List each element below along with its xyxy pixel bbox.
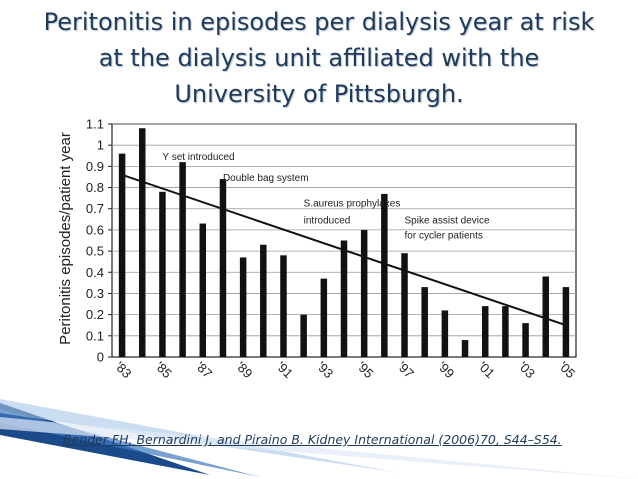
bar-1989: [239, 257, 247, 357]
bar-1994: [340, 240, 348, 357]
y-tick-label: 0.5: [86, 244, 104, 259]
y-tick-label: 1: [97, 138, 104, 153]
bar-2002: [502, 306, 509, 357]
x-tick-label: '01: [475, 359, 498, 382]
bar-1991: [280, 255, 287, 357]
chart-annotation: Double bag system: [223, 173, 309, 184]
bar-2003: [522, 323, 529, 357]
chart-annotation: S.aureus prophylaxes: [304, 199, 401, 210]
y-tick-label: 0.9: [86, 159, 104, 174]
chart-annotation: for cycler patients: [405, 230, 483, 241]
x-tick-label: '91: [273, 359, 296, 382]
x-tick-label: '95: [354, 359, 377, 382]
y-tick-label: 0.2: [86, 307, 104, 322]
decorative-swoosh: [0, 399, 638, 479]
title-line-1: Peritonitis in episodes per dialysis yea…: [43, 8, 595, 36]
x-tick-label: '93: [314, 359, 337, 382]
chart-annotation: Y set introduced: [162, 152, 234, 163]
bar-1983: [118, 153, 126, 357]
title-line-2: at the dialysis unit affiliated with the: [98, 44, 540, 72]
y-tick-label: 0.7: [86, 201, 104, 216]
bar-2000: [461, 340, 469, 357]
bar-1992: [300, 314, 307, 357]
citation: Bender FH, Bernardini J, and Piraino B. …: [63, 432, 562, 447]
x-tick-label: '85: [152, 359, 175, 382]
slide-title: Peritonitis in episodes per dialysis yea…: [0, 4, 638, 112]
bar-2001: [481, 306, 489, 357]
bar-1995: [360, 229, 368, 357]
y-tick-label: 0.3: [86, 286, 104, 301]
bar-1985: [159, 191, 166, 357]
chart-annotation: Spike assist device: [405, 216, 490, 227]
title-line-3: University of Pittsburgh.: [174, 80, 464, 108]
bar-1987: [199, 223, 207, 357]
x-tick-label: '87: [193, 359, 216, 382]
bar-1997: [401, 253, 408, 357]
bar-1996: [381, 193, 388, 357]
trend-line: [121, 173, 567, 327]
y-tick-label: 0.1: [86, 328, 104, 343]
x-tick-label: '89: [233, 359, 256, 382]
bar-1988: [219, 179, 227, 357]
y-tick-label: 0.8: [86, 180, 104, 195]
chart-annotation: introduced: [304, 216, 351, 227]
peritonitis-bar-chart: 0 0.1 0.2 0.3 0.4 0.5 0.6 0.7 0.8 0.9 1 1.1 Peritoni…: [57, 117, 579, 382]
x-tick-label: '83: [112, 359, 135, 382]
bar-2004: [542, 276, 549, 357]
x-tick-label: '99: [435, 359, 458, 382]
bar-1993: [320, 278, 328, 357]
bar-1986: [179, 162, 186, 357]
y-axis-label: Peritonitis episodes/patient year: [57, 132, 74, 345]
bar-1984: [139, 128, 146, 357]
y-tick-label: 0: [97, 350, 104, 365]
y-tick-label: 0.4: [86, 265, 104, 280]
bar-1998: [421, 287, 428, 357]
bar-2005: [562, 287, 570, 357]
bar-1990: [260, 244, 267, 357]
y-tick-label: 1.1: [86, 117, 104, 132]
bar-1999: [441, 310, 449, 357]
x-tick-label: '05: [556, 359, 579, 382]
x-tick-label: '97: [394, 359, 417, 382]
x-tick-label: '03: [515, 359, 538, 382]
y-tick-label: 0.6: [86, 222, 104, 237]
